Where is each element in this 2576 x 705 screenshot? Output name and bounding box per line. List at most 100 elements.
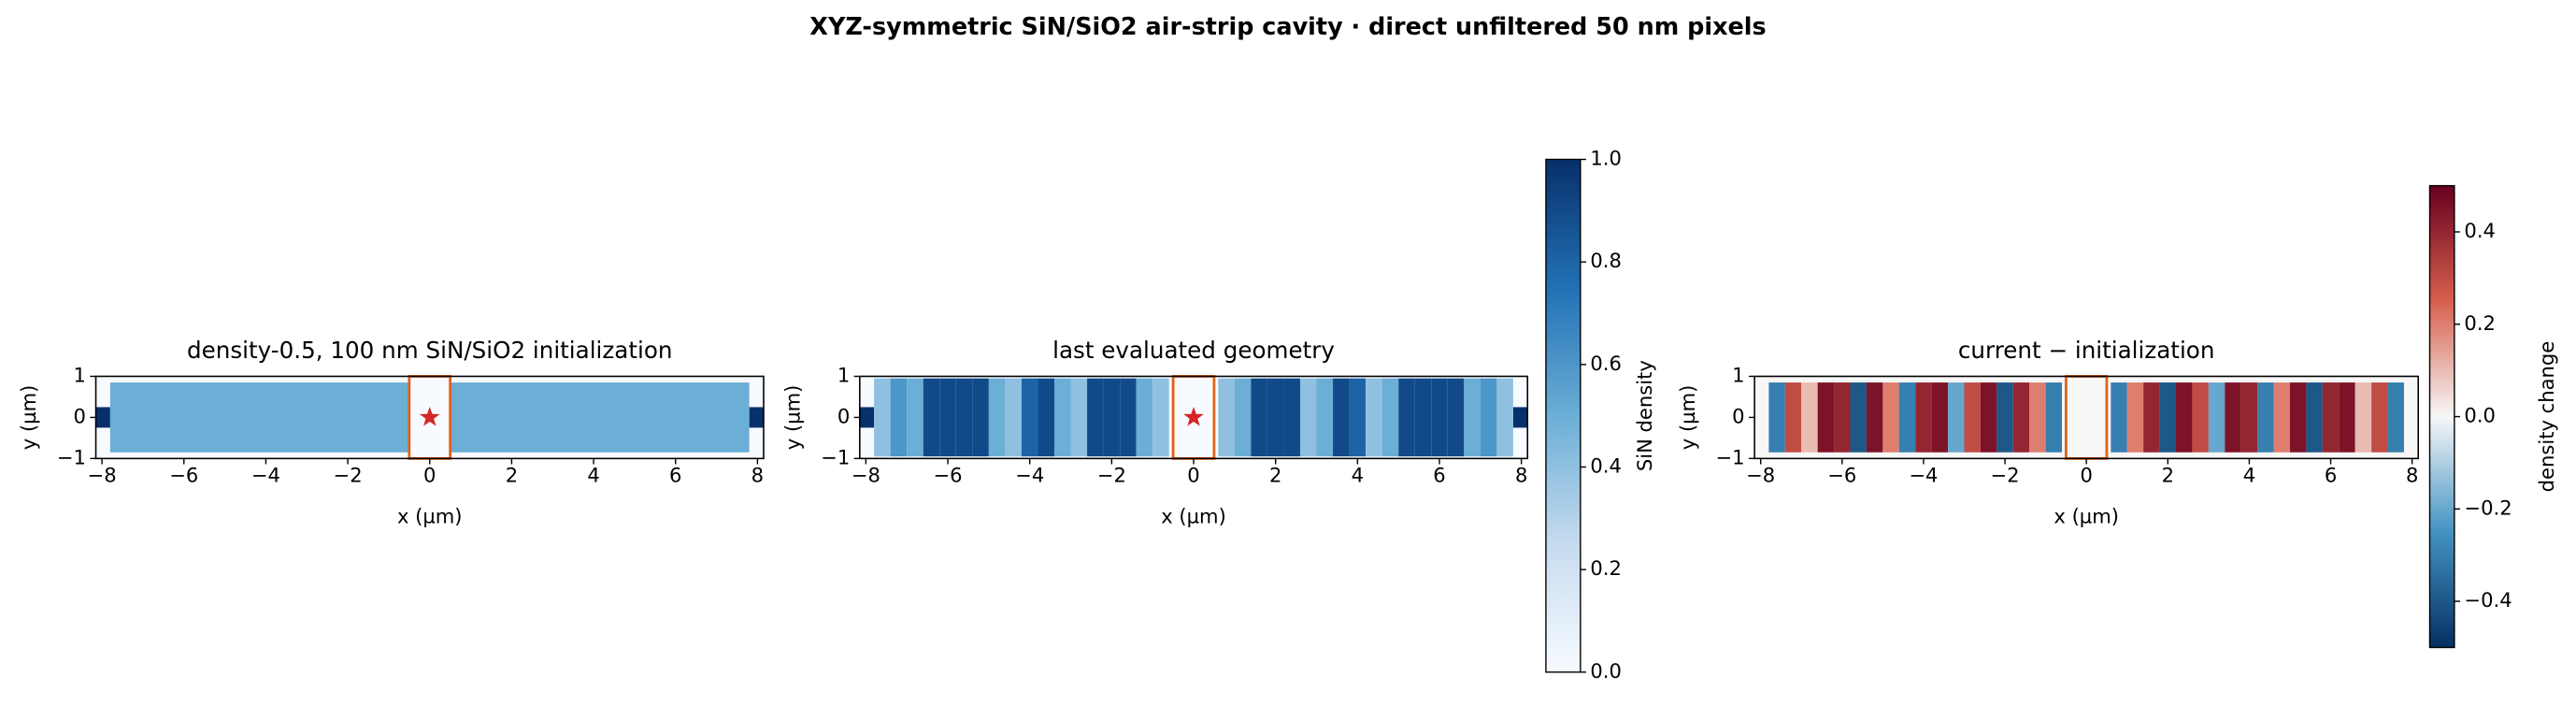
density-cell [988,378,1006,457]
colorbar-tick-label: 0.8 [1590,249,1622,272]
y-tick-label: −1 [1716,445,1745,468]
panel-title: current − initialization [1958,337,2215,364]
density-cell [1768,382,1785,453]
density-cell [955,378,973,457]
density-cell [1005,378,1022,457]
y-axis-label: y (µm) [17,385,40,451]
x-tick-label: 0 [423,464,436,487]
density-cell [2012,382,2030,453]
density-cell [1103,378,1121,457]
colorbar [2428,184,2455,649]
density-cell [890,378,908,457]
colorbar-label: density change [2535,341,2558,493]
density-cell [1267,378,1284,457]
waveguide [859,407,875,428]
x-tick-label: −6 [1827,464,1856,487]
density-cell [972,378,989,457]
density-cell [2208,382,2225,453]
density-cell [2273,382,2290,453]
x-tick-label: 2 [506,464,518,487]
colorbar-tick-label: 0.2 [1590,556,1622,580]
x-tick-label: 4 [587,464,599,487]
waveguide [749,407,764,428]
y-axis-label: y (µm) [780,385,804,451]
density-cell [1414,378,1432,457]
density-cell [1834,382,1851,453]
density-cell [1299,378,1317,457]
x-tick-label: −4 [1909,464,1938,487]
density-cell [2176,382,2193,453]
density-cell [1366,378,1382,457]
colorbar [1545,158,1581,673]
x-tick-label: 0 [2080,464,2092,487]
x-tick-label: −2 [1991,464,2020,487]
density-cell [1349,378,1367,457]
density-cell [2225,382,2241,453]
x-tick-label: −6 [933,464,962,487]
colorbar-tick-label: −0.4 [2464,588,2512,611]
x-tick-label: 0 [1187,464,1199,487]
density-cell [1070,378,1088,457]
density-cell [1480,378,1497,457]
y-tick-label: 1 [1732,363,1744,386]
density-cell [2257,382,2274,453]
x-tick-label: −8 [852,464,880,487]
x-tick-label: 4 [1352,464,1364,487]
density-cell [2387,382,2404,453]
density-cell [874,378,891,457]
density-cell [1447,378,1465,457]
x-tick-label: 4 [2243,464,2255,487]
x-tick-label: −2 [1097,464,1126,487]
density-cell [1054,378,1071,457]
x-tick-label: 6 [2325,464,2337,487]
x-tick-label: 6 [669,464,681,487]
colorbar-tick-label: 0.0 [2464,404,2496,427]
density-cell [1850,382,1867,453]
colorbar-tick-label: 0.4 [2464,219,2496,242]
colorbar-tick-label: 0.6 [1590,352,1622,375]
source-star [1183,407,1204,426]
density-cell [1251,378,1267,457]
density-cell [1784,382,1802,453]
density-cell [1882,382,1899,453]
density-cell [2354,382,2372,453]
x-tick-label: 8 [751,464,764,487]
density-cell [2339,382,2355,453]
colorbar-tick-label: 0.2 [2464,311,2496,335]
density-cell [1087,378,1104,457]
density-cell [1915,382,1932,453]
density-cell [1801,382,1818,453]
x-tick-label: −6 [169,464,198,487]
density-cell [2045,382,2063,453]
density-cell [1996,382,2013,453]
density-cell [1980,382,1997,453]
colorbar-label: SiN density [1633,360,1656,471]
density-cell [939,378,956,457]
density-cell [2192,382,2209,453]
x-axis-label: x (µm) [1161,505,1226,528]
colorbar-tick-label: 0.0 [1590,659,1622,683]
y-tick-label: 1 [74,363,86,386]
x-tick-label: −8 [88,464,117,487]
density-cell [1866,382,1883,453]
density-cell [2306,382,2323,453]
density-cell [1381,378,1399,457]
density-cell [923,378,940,457]
x-axis-label: x (µm) [397,505,463,528]
colorbar-tick-label: 1.0 [1590,146,1622,169]
density-cell [1431,378,1448,457]
density-cell [1496,378,1513,457]
y-tick-label: −1 [821,445,850,468]
density-cell [2126,382,2144,453]
density-cell [1398,378,1415,457]
y-tick-label: 0 [837,404,850,427]
panel-title: density-0.5, 100 nm SiN/SiO2 initializat… [187,337,672,364]
density-cell [907,378,923,457]
density-cell [1817,382,1835,453]
density-cell [2111,382,2127,453]
density-cell [1136,378,1153,457]
x-tick-label: −2 [334,464,363,487]
density-cell [2371,382,2388,453]
density-cell [2143,382,2160,453]
density-cell [1152,378,1169,457]
